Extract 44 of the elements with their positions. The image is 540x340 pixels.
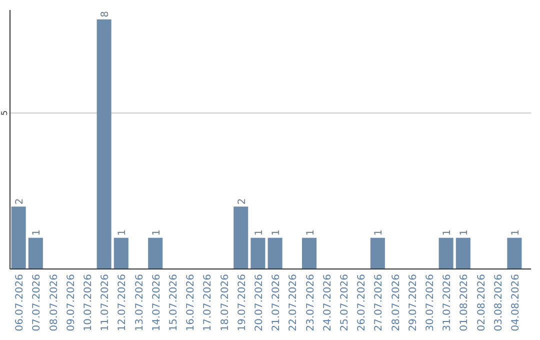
data-label: 2 — [236, 198, 248, 205]
x-tick-label: 01.08.2026 — [459, 274, 470, 332]
x-tick-label: 04.08.2026 — [510, 274, 522, 332]
x-tick-label: 17.07.2026 — [202, 274, 214, 332]
y-tick-label: 5 — [0, 110, 9, 116]
x-tick-label: 06.07.2026 — [14, 274, 26, 332]
x-tick-label: 19.07.2026 — [236, 274, 248, 332]
x-tick-label: 25.07.2026 — [339, 274, 350, 332]
x-tick-label: 27.07.2026 — [374, 274, 385, 332]
data-label: 1 — [459, 229, 470, 236]
x-tick-label: 22.07.2026 — [288, 274, 300, 332]
data-label: 8 — [100, 10, 112, 18]
x-tick-label: 18.07.2026 — [220, 274, 231, 332]
x-tick-label: 29.07.2026 — [408, 274, 419, 332]
data-label: 1 — [442, 229, 454, 236]
x-tick-label: 16.07.2026 — [186, 274, 197, 332]
x-tick-label: 08.07.2026 — [48, 274, 60, 332]
data-label: 1 — [271, 229, 282, 236]
x-tick-label: 11.07.2026 — [100, 274, 112, 332]
x-tick-label: 24.07.2026 — [322, 274, 334, 332]
x-tick-label: 15.07.2026 — [168, 274, 180, 332]
data-label: 1 — [510, 229, 522, 236]
x-tick-label: 07.07.2026 — [32, 274, 43, 332]
x-tick-label: 20.07.2026 — [254, 274, 265, 332]
x-tick-label: 28.07.2026 — [390, 274, 402, 332]
x-tick-label: 21.07.2026 — [271, 274, 282, 332]
x-tick-label: 26.07.2026 — [356, 274, 368, 332]
data-label: 2 — [14, 198, 26, 205]
x-tick-label: 10.07.2026 — [82, 274, 94, 332]
x-tick-label: 09.07.2026 — [66, 274, 77, 332]
x-tick-label: 30.07.2026 — [424, 274, 436, 332]
x-tick-label: 03.08.2026 — [493, 274, 504, 332]
data-label: 1 — [32, 229, 43, 236]
x-tick-label: 31.07.2026 — [442, 274, 454, 332]
data-label: 1 — [117, 229, 128, 236]
x-tick-label: 13.07.2026 — [134, 274, 146, 332]
data-label: 1 — [254, 229, 265, 236]
data-label: 1 — [151, 229, 162, 236]
x-tick-label: 02.08.2026 — [476, 274, 488, 332]
x-tick-label: 12.07.2026 — [117, 274, 128, 332]
x-tick-label: 14.07.2026 — [151, 274, 162, 332]
data-label: 1 — [374, 229, 385, 236]
x-tick-label: 23.07.2026 — [305, 274, 316, 332]
data-label: 1 — [305, 229, 316, 236]
